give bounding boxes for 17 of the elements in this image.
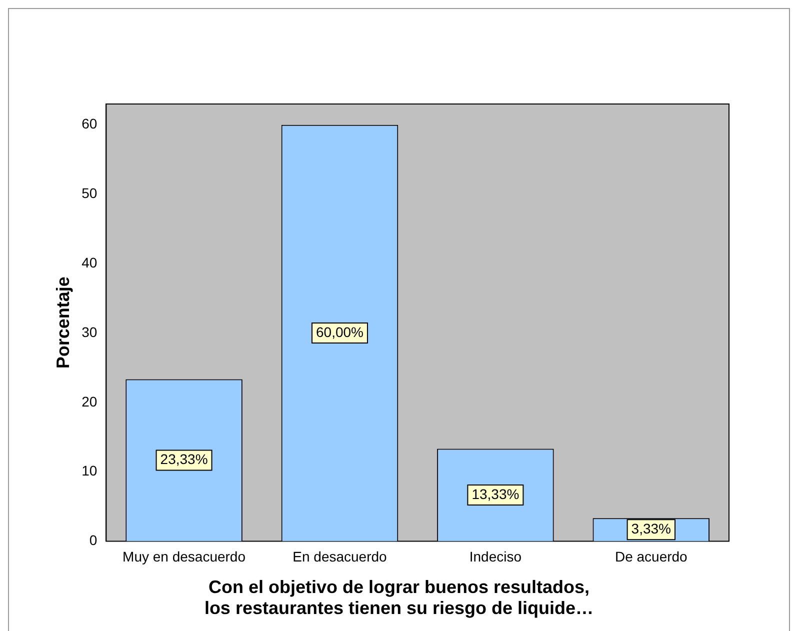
data-label: 13,33% <box>472 486 520 502</box>
x-tick-label: Muy en desacuerdo <box>122 548 246 564</box>
y-tick-label: 10 <box>82 462 98 479</box>
y-tick-label: 60 <box>82 116 98 132</box>
data-label: 23,33% <box>160 451 208 468</box>
x-tick-label: De acuerdo <box>614 548 688 564</box>
y-tick-label: 20 <box>82 393 98 410</box>
y-tick-label: 30 <box>82 324 98 340</box>
x-tick-label: En desacuerdo <box>292 548 388 564</box>
data-label: 60,00% <box>316 324 364 340</box>
y-axis-title: Porcentaje <box>52 276 73 369</box>
y-tick-label: 50 <box>82 185 98 202</box>
y-tick-label: 0 <box>89 532 98 548</box>
y-tick-label: 40 <box>82 254 98 270</box>
data-label: 3,33% <box>631 520 671 537</box>
x-tick-label: Indeciso <box>469 548 522 564</box>
x-axis-title: Con el objetivo de lograr buenos resultados, los restaurantes tienen su riesgo de liquide… <box>203 577 595 619</box>
